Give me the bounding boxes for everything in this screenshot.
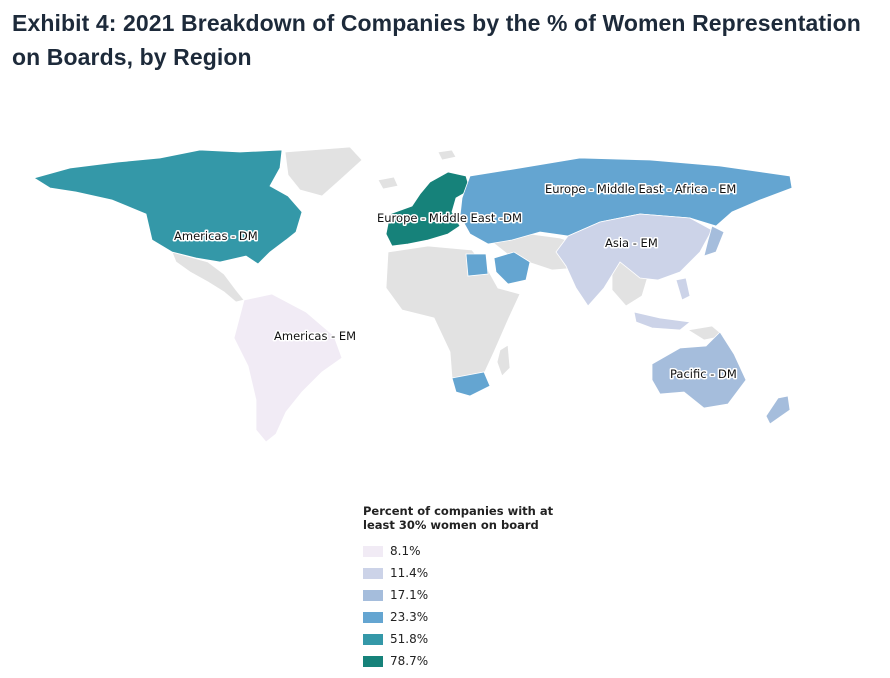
region-label-americas-dm: Americas - DM (174, 229, 258, 243)
legend-item: 23.3% (363, 606, 623, 628)
central-america-shape (171, 251, 245, 303)
region-label-emea-em: Europe - Middle East - Africa - EM (545, 182, 736, 196)
map-legend: Percent of companies with at least 30% w… (363, 504, 623, 672)
legend-item: 17.1% (363, 584, 623, 606)
legend-label: 8.1% (390, 544, 421, 558)
legend-swatch (363, 633, 383, 645)
madagascar-shape (496, 344, 511, 377)
japan-dm-shape (703, 225, 725, 257)
south-africa-em-shape (451, 371, 491, 397)
legend-swatch (363, 611, 383, 623)
legend-item: 11.4% (363, 562, 623, 584)
legend-title: Percent of companies with at least 30% w… (363, 504, 554, 532)
region-label-americas-em: Americas - EM (274, 329, 356, 343)
australia-dm-shape (651, 331, 747, 409)
legend-item: 51.8% (363, 628, 623, 650)
philippines-em-shape (675, 277, 691, 301)
region-label-asia-em: Asia - EM (605, 236, 658, 250)
americas-dm-shape (33, 149, 303, 265)
legend-label: 11.4% (390, 566, 429, 580)
legend-label: 17.1% (390, 588, 429, 602)
legend-swatch (363, 545, 383, 557)
asia-em-shape (555, 213, 713, 307)
legend-item: 8.1% (363, 540, 623, 562)
greenland-shape (284, 146, 363, 197)
europe-me-dm-shape (385, 171, 471, 247)
legend-swatch (363, 567, 383, 579)
legend-label: 51.8% (390, 632, 429, 646)
indonesia-em-shape (633, 311, 691, 331)
exhibit-title: Exhibit 4: 2021 Breakdown of Companies b… (12, 10, 861, 70)
new-zealand-dm-shape (765, 395, 791, 425)
region-label-pacific-dm: Pacific - DM (670, 367, 737, 381)
americas-em-shape (233, 293, 343, 443)
legend-item: 78.7% (363, 650, 623, 672)
region-label-europe-me-dm: Europe - Middle East -DM (377, 211, 522, 225)
svalbard-shape (437, 149, 457, 161)
iceland-shape (377, 176, 399, 190)
world-map: Americas - DM Americas - EM Europe - Mid… (33, 146, 793, 443)
legend-label: 23.3% (390, 610, 429, 624)
legend-swatch (363, 655, 383, 667)
legend-swatch (363, 589, 383, 601)
legend-label: 78.7% (390, 654, 429, 668)
gulf-em-shape (493, 251, 531, 285)
egypt-em-shape (465, 253, 489, 277)
